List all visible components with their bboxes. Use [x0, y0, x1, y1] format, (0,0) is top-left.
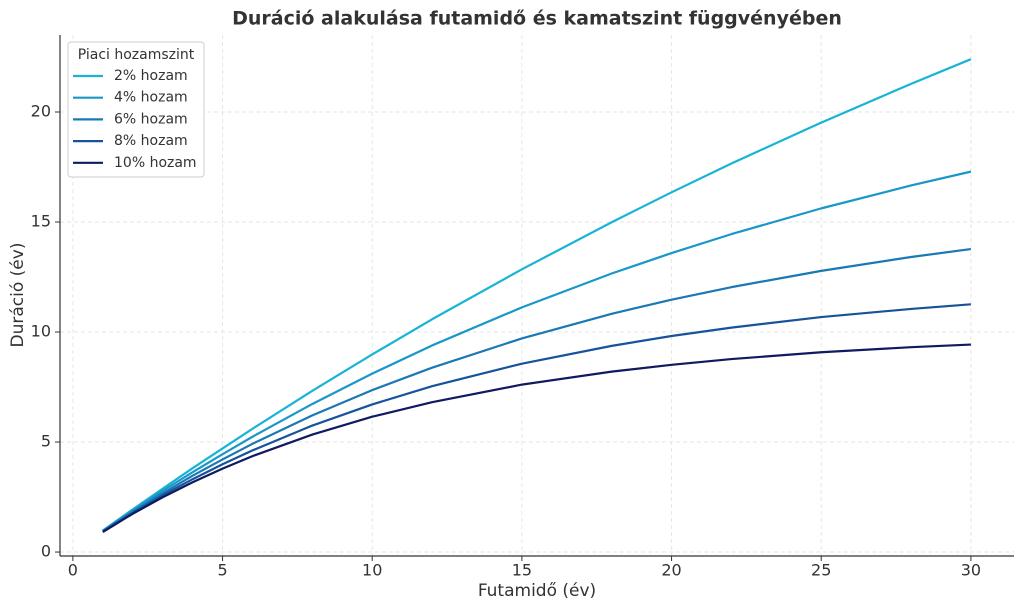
x-tick-label: 10	[362, 561, 382, 580]
y-axis-label: Duráció (év)	[8, 243, 28, 348]
x-tick-label: 15	[512, 561, 532, 580]
line-series	[102, 303, 971, 533]
y-tick-label: 10	[31, 322, 51, 341]
legend-label: 10% hozam	[114, 155, 197, 171]
x-axis-label: Futamidő (év)	[478, 581, 596, 601]
line-series	[102, 247, 972, 533]
x-tick-label: 20	[661, 561, 681, 580]
legend-label: 8% hozam	[114, 133, 188, 149]
y-tick-label: 0	[41, 542, 51, 561]
legend-label: 6% hozam	[114, 111, 188, 127]
chart-title: Duráció alakulása futamidő és kamatszint…	[232, 8, 842, 30]
legend: Piaci hozamszint 2% hozam 4% hozam 6% hozam…	[67, 41, 205, 178]
y-tick-label: 20	[31, 102, 51, 121]
line-series	[102, 343, 971, 533]
x-tick-label: 5	[217, 561, 227, 580]
legend-label: 4% hozam	[114, 90, 188, 106]
legend-title: Piaci hozamszint	[78, 47, 195, 63]
y-tick-label: 15	[31, 212, 51, 231]
line-series	[102, 58, 972, 532]
y-tick-label: 5	[41, 432, 51, 451]
legend-label: 2% hozam	[114, 68, 188, 84]
line-series	[102, 170, 972, 532]
x-tick-label: 0	[68, 561, 78, 580]
x-tick-label: 25	[811, 561, 831, 580]
x-tick-label: 30	[961, 561, 981, 580]
